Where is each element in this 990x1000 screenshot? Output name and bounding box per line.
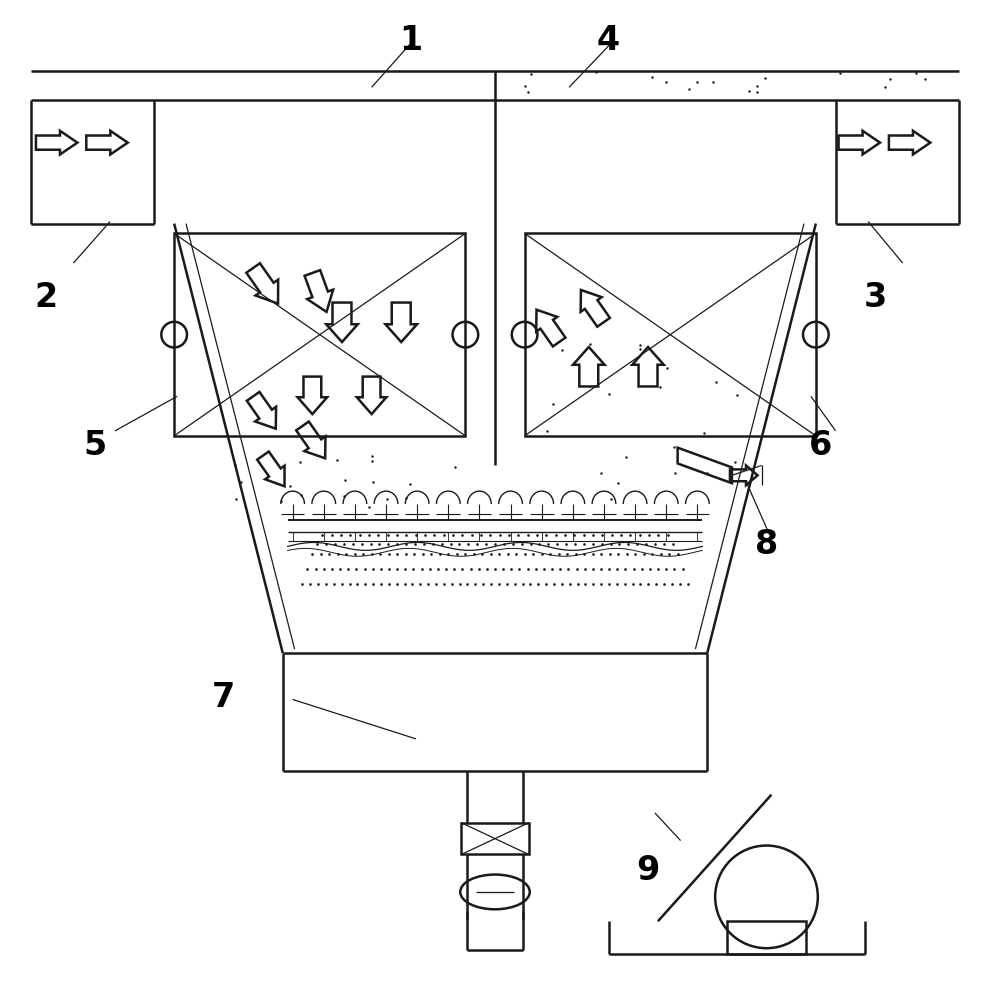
Text: 4: 4 [597,24,620,57]
Text: 9: 9 [637,854,659,887]
Text: 6: 6 [809,429,833,462]
Text: 8: 8 [754,528,778,561]
Bar [727,921,806,954]
Text: 5: 5 [83,429,107,462]
Text: 3: 3 [863,281,887,314]
Bar [174,233,465,436]
Text: 1: 1 [400,24,423,57]
Text: 7: 7 [212,681,236,714]
Text: 2: 2 [35,281,57,314]
Bar [525,233,816,436]
Bar [461,823,529,854]
